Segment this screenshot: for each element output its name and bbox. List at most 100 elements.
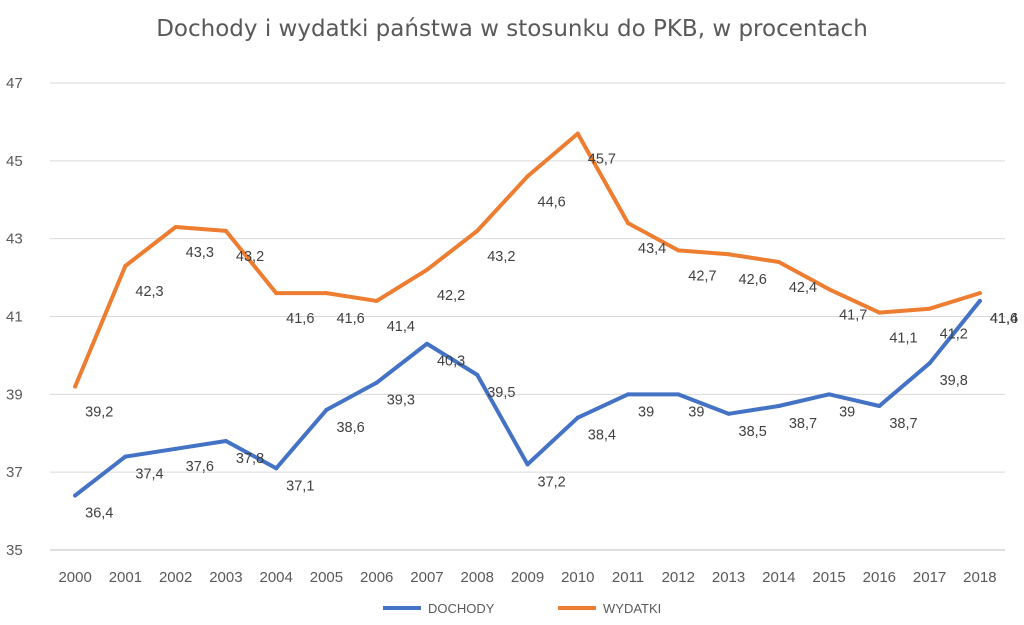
- y-tick-label: 35: [6, 542, 23, 559]
- data-point-dochody: [676, 392, 681, 397]
- data-label-wydatki: 45,7: [588, 152, 616, 168]
- legend-label-dochody: DOCHODY: [428, 601, 495, 616]
- data-point-wydatki: [73, 384, 78, 389]
- data-point-dochody: [324, 407, 329, 412]
- data-label-wydatki: 41,1: [889, 331, 917, 347]
- data-point-wydatki: [173, 224, 178, 229]
- data-point-dochody: [776, 404, 781, 409]
- data-label-dochody: 38,6: [336, 420, 364, 436]
- data-label-dochody: 37,6: [186, 459, 214, 475]
- data-point-wydatki: [626, 221, 631, 226]
- data-point-wydatki: [575, 131, 580, 136]
- data-point-wydatki: [525, 174, 530, 179]
- y-tick-label: 43: [6, 231, 23, 248]
- data-point-dochody: [475, 372, 480, 377]
- data-point-wydatki: [676, 248, 681, 253]
- data-point-wydatki: [324, 291, 329, 296]
- data-label-dochody: 37,1: [286, 478, 314, 494]
- data-label-dochody: 38,5: [739, 424, 767, 440]
- data-point-wydatki: [827, 287, 832, 292]
- x-tick-label: 2013: [712, 569, 745, 586]
- data-label-wydatki: 42,6: [739, 272, 767, 288]
- data-point-wydatki: [726, 252, 731, 257]
- data-point-dochody: [726, 411, 731, 416]
- data-label-dochody: 37,8: [236, 451, 264, 467]
- x-tick-label: 2015: [812, 569, 845, 586]
- x-tick-label: 2004: [259, 569, 292, 586]
- y-tick-label: 41: [6, 309, 23, 326]
- data-label-wydatki: 43,2: [487, 249, 515, 265]
- data-point-wydatki: [977, 291, 982, 296]
- data-label-dochody: 41,4: [990, 311, 1018, 327]
- data-label-wydatki: 41,6: [286, 311, 314, 327]
- data-point-dochody: [575, 415, 580, 420]
- data-point-wydatki: [374, 298, 379, 303]
- data-label-dochody: 39: [688, 404, 704, 420]
- data-point-wydatki: [223, 228, 228, 233]
- x-tick-label: 2007: [410, 569, 443, 586]
- data-label-dochody: 39,5: [487, 385, 515, 401]
- legend-label-wydatki: WYDATKI: [603, 601, 661, 616]
- data-point-dochody: [827, 392, 832, 397]
- data-label-dochody: 39,3: [387, 393, 415, 409]
- data-point-dochody: [223, 439, 228, 444]
- x-tick-label: 2005: [310, 569, 343, 586]
- data-point-wydatki: [123, 263, 128, 268]
- x-tick-label: 2016: [863, 569, 896, 586]
- data-label-wydatki: 44,6: [538, 194, 566, 210]
- data-label-wydatki: 41,6: [336, 311, 364, 327]
- data-label-wydatki: 43,3: [186, 245, 214, 261]
- x-tick-label: 2010: [561, 569, 594, 586]
- data-label-wydatki: 43,4: [638, 241, 666, 257]
- data-point-dochody: [274, 466, 279, 471]
- x-tick-label: 2006: [360, 569, 393, 586]
- y-tick-label: 45: [6, 153, 23, 170]
- data-point-dochody: [626, 392, 631, 397]
- x-tick-label: 2003: [209, 569, 242, 586]
- data-point-dochody: [525, 462, 530, 467]
- data-point-wydatki: [274, 291, 279, 296]
- data-label-dochody: 39,8: [940, 373, 968, 389]
- data-label-wydatki: 41,4: [387, 319, 415, 335]
- data-label-wydatki: 42,3: [135, 284, 163, 300]
- data-label-dochody: 38,7: [789, 416, 817, 432]
- data-point-wydatki: [877, 310, 882, 315]
- data-label-dochody: 40,3: [437, 354, 465, 370]
- y-tick-label: 39: [6, 386, 23, 403]
- data-label-dochody: 39: [839, 404, 855, 420]
- data-point-dochody: [173, 446, 178, 451]
- data-label-dochody: 39: [638, 404, 654, 420]
- data-point-dochody: [374, 380, 379, 385]
- data-point-dochody: [73, 493, 78, 498]
- y-tick-label: 47: [6, 75, 23, 92]
- x-tick-label: 2002: [159, 569, 192, 586]
- x-tick-label: 2008: [461, 569, 494, 586]
- data-label-wydatki: 42,7: [688, 268, 716, 284]
- data-label-dochody: 37,4: [135, 467, 163, 483]
- data-point-dochody: [424, 341, 429, 346]
- data-point-wydatki: [424, 267, 429, 272]
- x-tick-label: 2001: [109, 569, 142, 586]
- data-point-wydatki: [927, 306, 932, 311]
- x-tick-label: 2012: [662, 569, 695, 586]
- x-tick-label: 2018: [963, 569, 996, 586]
- data-point-dochody: [927, 361, 932, 366]
- x-tick-label: 2011: [612, 569, 644, 586]
- data-label-dochody: 37,2: [538, 474, 566, 490]
- x-tick-label: 2014: [762, 569, 795, 586]
- x-tick-label: 2000: [58, 569, 91, 586]
- data-label-dochody: 38,7: [889, 416, 917, 432]
- data-label-wydatki: 41,7: [839, 307, 867, 323]
- data-label-dochody: 38,4: [588, 428, 616, 444]
- data-point-dochody: [123, 454, 128, 459]
- data-label-wydatki: 42,2: [437, 288, 465, 304]
- data-label-wydatki: 41,2: [940, 327, 968, 343]
- x-tick-label: 2017: [913, 569, 946, 586]
- data-label-wydatki: 43,2: [236, 249, 264, 265]
- data-label-wydatki: 39,2: [85, 405, 113, 421]
- data-label-wydatki: 42,4: [789, 280, 817, 296]
- x-tick-label: 2009: [511, 569, 544, 586]
- y-tick-label: 37: [6, 464, 23, 481]
